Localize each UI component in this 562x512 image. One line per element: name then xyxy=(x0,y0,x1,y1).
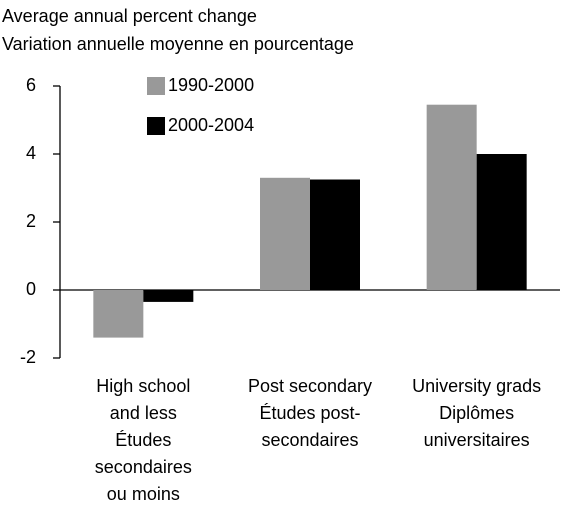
y-tick-label: 0 xyxy=(26,279,36,299)
y-tick-label: 2 xyxy=(26,211,36,231)
x-tick-label: secondaires xyxy=(95,457,192,477)
bar xyxy=(476,154,527,290)
bar xyxy=(426,104,477,290)
legend-label: 1990-2000 xyxy=(168,75,254,95)
x-tick-label: Diplômes xyxy=(439,403,514,423)
x-tick-label: ou moins xyxy=(107,484,180,504)
x-tick-label: Études post- xyxy=(259,403,360,423)
bar xyxy=(260,177,310,290)
x-tick-label: and less xyxy=(110,403,177,423)
chart-subtitle: Variation annuelle moyenne en pourcentag… xyxy=(2,34,354,54)
bar xyxy=(310,179,360,290)
bar xyxy=(93,290,144,338)
x-tick-label: Post secondary xyxy=(248,376,372,396)
legend-label: 2000-2004 xyxy=(168,115,254,135)
bar xyxy=(143,290,194,302)
x-tick-label: University grads xyxy=(412,376,541,396)
legend-swatch xyxy=(147,77,165,95)
legend-swatch xyxy=(147,117,165,135)
x-tick-label: universitaires xyxy=(424,430,530,450)
x-tick-label: High school xyxy=(96,376,190,396)
y-tick-label: 6 xyxy=(26,75,36,95)
y-tick-label: 4 xyxy=(26,143,36,163)
x-tick-label: secondaires xyxy=(261,430,358,450)
x-tick-label: Études xyxy=(115,430,171,450)
y-tick-label: -2 xyxy=(20,347,36,367)
chart-title: Average annual percent change xyxy=(2,6,257,26)
